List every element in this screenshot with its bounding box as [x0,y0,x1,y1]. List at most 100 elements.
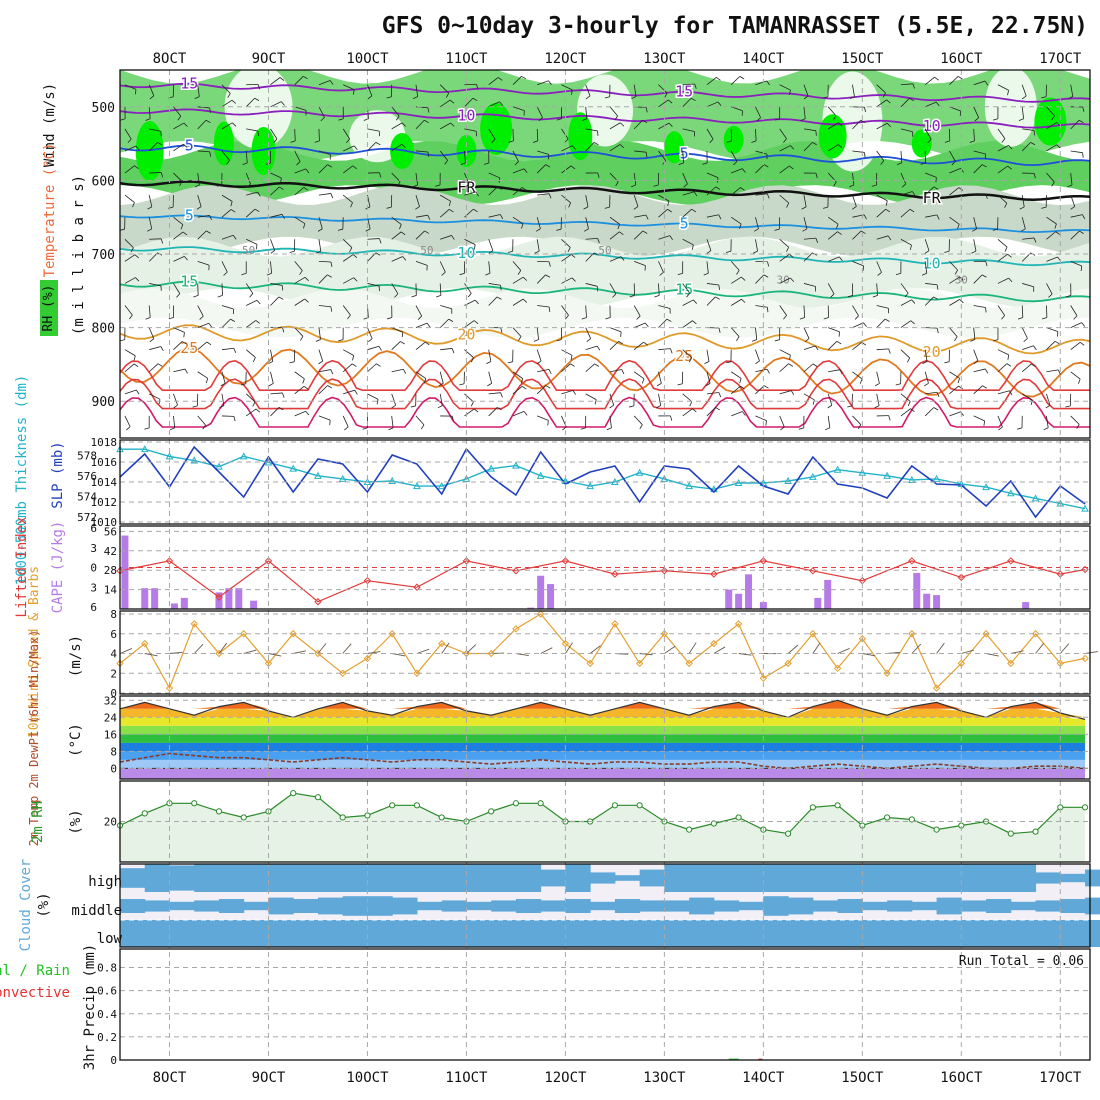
thickness-point [932,474,941,482]
wind-barb-flag [666,318,672,322]
wind-barb [924,407,935,417]
wind-speed-point [363,654,372,663]
wind-barb [124,128,132,140]
wind-barb [949,187,960,196]
wind-barb-flag [209,107,211,113]
wind-barb [270,371,274,384]
wind-tick-label: 8 [110,608,117,621]
wind-barb [634,322,646,328]
wind-barb [706,186,716,196]
wind-barb [682,191,695,196]
wind-barb [488,407,498,417]
wind-barb [1070,371,1081,380]
wind-barb-flag [718,284,720,291]
wind-barb-flag [800,118,806,121]
wind-barb-flag [1082,106,1085,112]
wind-barb-flag [741,298,746,303]
wind-barb [876,194,888,202]
wind-barb [221,347,234,351]
slp-tick-label: 1016 [91,456,118,469]
panel-frame [119,948,1091,1061]
wind-barb [949,106,961,112]
wind-barb-flag [518,336,522,341]
axis-ticks: 8OCT8OCT9OCT9OCT10OCT10OCT11OCT11OCT12OC… [77,51,1082,1086]
wind-barb-flag [620,122,625,127]
wind-barb-flag [763,385,769,389]
wind-barb-flag [352,254,358,259]
wind-barb-flag [904,292,909,298]
wind-barb [124,415,131,427]
surface-wind-barb [466,644,477,654]
wind-barb [876,371,880,384]
wind-barb [246,238,258,245]
wind-barb [148,142,158,152]
cloud-bar-low [120,920,146,947]
wind-barb-flag [473,244,476,250]
cape-label: CAPE (J/kg) [50,521,66,614]
wind-barb [173,393,178,406]
wind-barb [730,276,742,284]
cape-bar [824,579,832,609]
wind-barb [148,106,151,119]
temperature-band [120,742,1086,752]
rh2m-unit-label: (%) [68,809,84,834]
wind-barb [1046,327,1058,332]
cloud-bar-middle [911,901,938,911]
wind-barb-flag [615,181,619,187]
wind-barb [512,187,523,196]
wind-barb-flag [973,360,979,365]
wind-barb-flag [912,191,916,196]
wind-barb-flag [803,95,809,100]
cloud-bar-high [169,865,195,891]
wind-barb [318,349,324,362]
wind-barb [148,327,155,339]
wind-barb-flag [451,348,455,354]
wind-barb-flag [417,315,423,320]
wind-barb [245,150,248,163]
cloud-bar-middle [491,900,517,912]
wind-barb-flag [316,250,321,254]
wind-barb-flag [702,162,708,165]
wind-barb [537,305,550,308]
wind-barb-flag [337,228,343,231]
wind-barb-flag [830,293,835,298]
wind-barb [512,371,524,379]
cloud-bar-middle [293,899,319,913]
wind-barb-flag [974,117,979,122]
lifted-index-point [165,557,174,565]
wind-barb [900,393,911,402]
wind-barb [827,393,833,406]
wind-barb [367,217,371,229]
cloud-bar-middle [416,901,443,911]
wind-barb [949,261,958,271]
wind-barb [561,305,569,316]
slp-line [119,445,1086,519]
wind-barb-flag [789,254,794,258]
rh-contour-label: 50 [420,244,433,257]
wind-barb [633,305,641,317]
rh-point [636,802,643,809]
rh2m-label: 2m RH [30,801,46,843]
wind-barb-flag [825,427,830,431]
cloud-bar-low [713,920,740,947]
wind-barb-flag [176,293,181,298]
wind-barb [1046,283,1053,295]
wind-barb [367,84,373,97]
wind-barb-flag [944,140,950,143]
wind-barb [706,349,710,362]
wind-barb-flag [497,186,502,190]
wind-barb [536,106,543,118]
cloud-bar-middle [169,901,195,911]
cloud-level-high: high [88,874,122,890]
wind-barb [658,208,668,218]
wind-barb [633,84,637,97]
wind-barb-flag [643,341,648,346]
wind-barb [488,261,491,274]
wind-barb-flag [130,247,134,253]
wind-barb-flag [597,238,600,244]
wind-barb-flag [401,122,406,127]
wind-barb [536,217,541,229]
wind-barb [706,76,717,86]
wind-barb-flag [604,96,610,99]
surface-wind-barb [441,642,450,654]
